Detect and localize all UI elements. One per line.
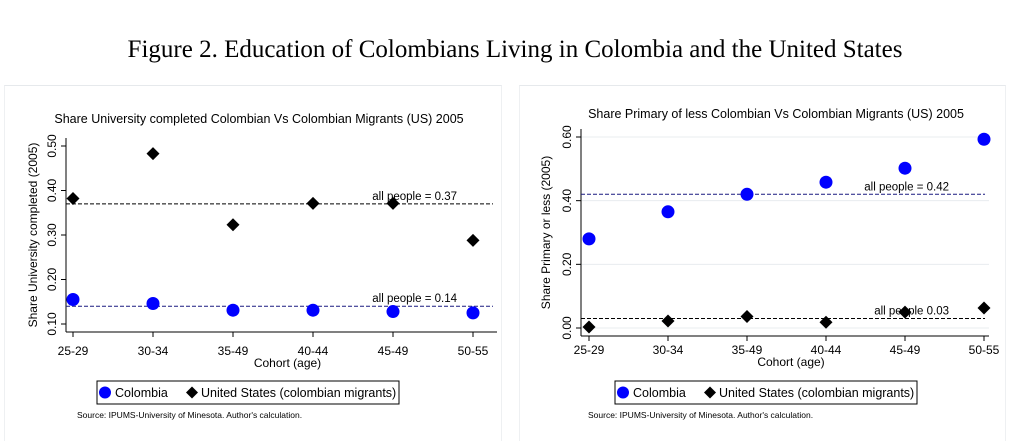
y-tick-label: 0.40 bbox=[560, 189, 574, 213]
data-point-us bbox=[898, 305, 912, 319]
x-tick-label: 30-34 bbox=[653, 343, 684, 357]
chart-panel-university: Share University completed Colombian Vs … bbox=[4, 85, 502, 441]
x-tick-label: 35-49 bbox=[732, 343, 763, 357]
data-point-colombia bbox=[819, 175, 833, 189]
data-point-us bbox=[306, 196, 320, 210]
data-point-colombia bbox=[386, 305, 400, 319]
data-point-colombia bbox=[977, 132, 991, 146]
chart-university-completed: Share University completed Colombian Vs … bbox=[26, 112, 497, 420]
y-tick-label: 0.10 bbox=[45, 312, 59, 336]
data-point-us bbox=[66, 192, 80, 206]
data-point-colombia bbox=[66, 293, 80, 307]
x-tick-label: 25-29 bbox=[574, 343, 605, 357]
x-tick-label: 45-49 bbox=[890, 343, 921, 357]
y-tick-label: 0.20 bbox=[560, 252, 574, 276]
data-point-us bbox=[819, 315, 833, 329]
figure-title: Figure 2. Education of Colombians Living… bbox=[127, 36, 903, 63]
data-point-us bbox=[740, 310, 754, 324]
data-point-us bbox=[661, 314, 675, 328]
x-tick-label: 30-34 bbox=[138, 344, 169, 358]
data-point-colombia bbox=[466, 306, 480, 320]
y-axis-label: Share University completed (2005) bbox=[26, 143, 40, 328]
y-tick-label: 0.60 bbox=[560, 125, 574, 149]
x-tick-label: 50-55 bbox=[969, 343, 1000, 357]
legend-label-colombia: Colombia bbox=[633, 386, 686, 400]
source-note: Source: IPUMS-University of Minesota. Au… bbox=[588, 410, 813, 420]
legend-marker-us bbox=[186, 386, 198, 399]
y-axis-label: Share Primary or less (2005) bbox=[539, 156, 553, 309]
y-tick-label: 0.40 bbox=[45, 178, 59, 202]
data-point-colombia bbox=[898, 161, 912, 175]
chart-panel-primary: Share Primary of less Colombian Vs Colom… bbox=[519, 85, 1006, 441]
x-axis-label: Cohort (age) bbox=[757, 355, 824, 369]
legend-box bbox=[614, 380, 918, 405]
legend-label-us: United States (colombian migrants) bbox=[201, 386, 396, 400]
x-tick-label: 45-49 bbox=[378, 344, 409, 358]
legend-marker-us bbox=[704, 386, 716, 399]
data-point-colombia bbox=[661, 205, 675, 219]
data-point-us bbox=[146, 147, 160, 161]
x-tick-label: 35-49 bbox=[218, 344, 249, 358]
data-point-us bbox=[582, 320, 596, 334]
y-tick-label: 0.50 bbox=[45, 134, 59, 158]
chart-title: Share University completed Colombian Vs … bbox=[54, 112, 463, 126]
legend-box bbox=[96, 380, 400, 405]
data-point-us bbox=[977, 301, 991, 315]
source-note: Source: IPUMS-University of Minesota. Au… bbox=[77, 410, 302, 420]
legend-label-us: United States (colombian migrants) bbox=[719, 386, 914, 400]
data-point-colombia bbox=[226, 303, 240, 317]
data-point-colombia bbox=[306, 303, 320, 317]
legend-label-colombia: Colombia bbox=[115, 386, 168, 400]
reference-line-label: all people = 0.42 bbox=[864, 181, 949, 193]
y-tick-label: 0.20 bbox=[45, 267, 59, 291]
x-tick-label: 40-44 bbox=[811, 343, 842, 357]
x-tick-label: 25-29 bbox=[58, 344, 89, 358]
chart-primary-or-less: Share Primary of less Colombian Vs Colom… bbox=[539, 107, 1000, 420]
x-tick-label: 50-55 bbox=[458, 344, 489, 358]
legend-marker-colombia bbox=[99, 386, 111, 399]
data-point-colombia bbox=[582, 232, 596, 246]
reference-line-label: all people 0.03 bbox=[874, 305, 949, 317]
data-point-us bbox=[386, 196, 400, 210]
data-point-us bbox=[466, 233, 480, 247]
data-point-colombia bbox=[740, 187, 754, 201]
data-point-us bbox=[226, 218, 240, 232]
x-tick-label: 40-44 bbox=[298, 344, 329, 358]
y-tick-label: 0.00 bbox=[560, 316, 574, 340]
legend-marker-colombia bbox=[617, 386, 629, 399]
x-axis-label: Cohort (age) bbox=[254, 356, 321, 370]
chart-title: Share Primary of less Colombian Vs Colom… bbox=[588, 107, 964, 121]
data-point-colombia bbox=[146, 297, 160, 311]
reference-line-label: all people = 0.37 bbox=[372, 191, 457, 203]
reference-line-label: all people = 0.14 bbox=[372, 293, 457, 305]
y-tick-label: 0.30 bbox=[45, 223, 59, 247]
